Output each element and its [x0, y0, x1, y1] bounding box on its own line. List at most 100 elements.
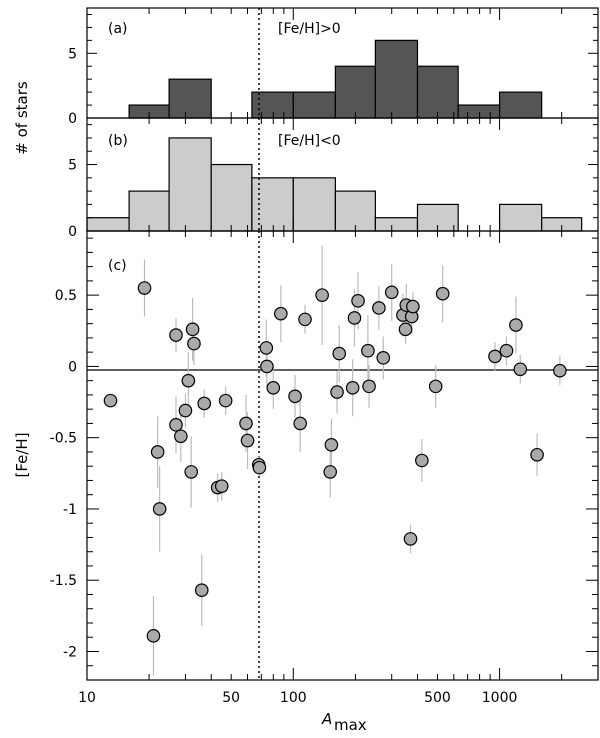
data-point-9	[181, 373, 196, 388]
panel-b-annotation: [Fe/H]<0	[278, 133, 341, 149]
scatter-xtick-label-1: 50	[222, 690, 240, 706]
panel-b-bar-3	[210, 163, 253, 232]
panel-b-bar-5	[292, 177, 336, 232]
panel-a-bar-1	[168, 78, 212, 119]
data-point-25	[274, 306, 288, 321]
panel-b-label: (b)	[108, 133, 128, 149]
panel-b-bar-7	[374, 217, 419, 232]
data-point-16	[214, 479, 229, 493]
panel-a-bar-6	[416, 65, 459, 119]
data-point-52	[499, 343, 514, 358]
data-point-51	[488, 349, 502, 364]
panel-c-scatter: 0.5 0 -0.5 -1 -1.5 -2 10 50 100 500 1000 (c) [Fe/H…	[13, 230, 599, 734]
data-point-1	[137, 281, 152, 295]
data-point-17	[218, 393, 233, 408]
panel-b-bar-0	[86, 217, 130, 232]
data-point-32	[330, 385, 344, 399]
data-point-23	[260, 359, 274, 374]
panel-c-ticks: 0.5 0 -0.5 -1 -1.5 -2 10 50 100 500 1000	[50, 231, 599, 706]
data-point-35	[347, 311, 362, 325]
data-point-48	[415, 453, 429, 468]
data-point-18	[239, 416, 253, 431]
data-point-21	[252, 460, 267, 475]
data-point-45	[403, 532, 418, 546]
panel-a-ytick-label-0: 0	[68, 111, 77, 127]
panel-a-bars	[128, 39, 543, 119]
panel-b-ytick-label-0: 0	[68, 224, 77, 240]
data-point-4	[152, 502, 167, 516]
data-point-34	[345, 380, 360, 395]
panel-b-bar-9	[498, 203, 543, 232]
data-point-31	[324, 438, 339, 452]
data-point-56	[553, 363, 567, 378]
data-point-54	[513, 362, 528, 377]
data-point-12	[187, 336, 201, 351]
panel-b-bars	[86, 137, 583, 232]
panel-a-bar-7	[457, 104, 501, 119]
data-point-36	[351, 294, 365, 308]
panel-b-bar-4	[251, 177, 294, 232]
panel-c-frame	[86, 230, 599, 681]
panel-b-histogram: 0 5 (b) [Fe/H]<0	[68, 117, 599, 240]
panel-a-histogram: 0 5 (a) [Fe/H]>0	[68, 7, 599, 127]
data-point-40	[376, 351, 391, 365]
data-point-38	[362, 379, 376, 394]
panel-a-bar-2	[251, 91, 294, 119]
data-point-30	[323, 465, 338, 479]
data-point-26	[288, 389, 302, 404]
scatter-xtick-label-4: 1000	[482, 690, 518, 706]
data-point-11	[185, 322, 200, 337]
data-point-33	[332, 346, 347, 361]
panel-a-label: (a)	[108, 21, 128, 37]
data-point-50	[435, 286, 450, 301]
data-point-8	[178, 403, 193, 418]
panel-a-bar-8	[498, 91, 543, 119]
data-point-19	[240, 433, 255, 448]
data-point-3	[150, 445, 165, 459]
scatter-ytick-label-3: -1	[63, 502, 77, 518]
panel-a-ytick-label-1: 5	[68, 46, 77, 62]
data-point-39	[372, 301, 386, 315]
scatter-ytick-label-0: 0.5	[55, 288, 77, 304]
scatter-ytick-label-5: -2	[63, 644, 77, 660]
data-point-22	[259, 341, 274, 355]
data-point-29	[315, 288, 329, 302]
panel-b-bar-2	[168, 137, 212, 232]
data-point-10	[184, 465, 199, 479]
data-point-37	[361, 343, 375, 358]
panel-b-bar-6	[334, 190, 376, 232]
panel-c-error-bars	[143, 245, 561, 676]
panel-c-label: (c)	[108, 258, 127, 274]
data-point-0	[103, 393, 118, 408]
panel-a-annotation: [Fe/H]>0	[278, 21, 341, 37]
data-point-53	[509, 318, 523, 332]
panel-b-ytick-label-1: 5	[68, 158, 77, 174]
data-point-47	[406, 299, 420, 314]
hist-y-axis-title: # of stars	[13, 81, 31, 155]
scatter-y-axis-title: [Fe/H]	[13, 432, 31, 477]
data-point-28	[298, 312, 312, 327]
data-point-41	[384, 285, 399, 300]
data-point-27	[293, 416, 307, 431]
data-point-14	[197, 396, 212, 411]
data-point-55	[530, 447, 544, 462]
data-point-6	[169, 418, 183, 432]
scatter-xtick-label-3: 500	[424, 690, 451, 706]
data-point-7	[174, 429, 188, 444]
data-point-24	[266, 380, 281, 395]
data-point-13	[194, 583, 209, 597]
panel-b-bar-1	[128, 190, 170, 232]
panel-a-bar-3	[292, 91, 336, 119]
data-point-43	[398, 322, 413, 337]
scatter-ytick-label-4: -1.5	[50, 573, 77, 589]
data-point-5	[169, 328, 183, 342]
scatter-x-axis-title-subscript: max	[334, 716, 367, 734]
scatter-xtick-label-0: 10	[78, 690, 96, 706]
scatter-x-axis-title: A	[321, 710, 332, 728]
scatter-xtick-label-2: 100	[280, 690, 307, 706]
panel-a-bar-4	[334, 65, 376, 119]
scatter-ytick-label-2: -0.5	[50, 431, 77, 447]
data-point-49	[428, 379, 443, 394]
panel-c-points	[103, 281, 567, 643]
